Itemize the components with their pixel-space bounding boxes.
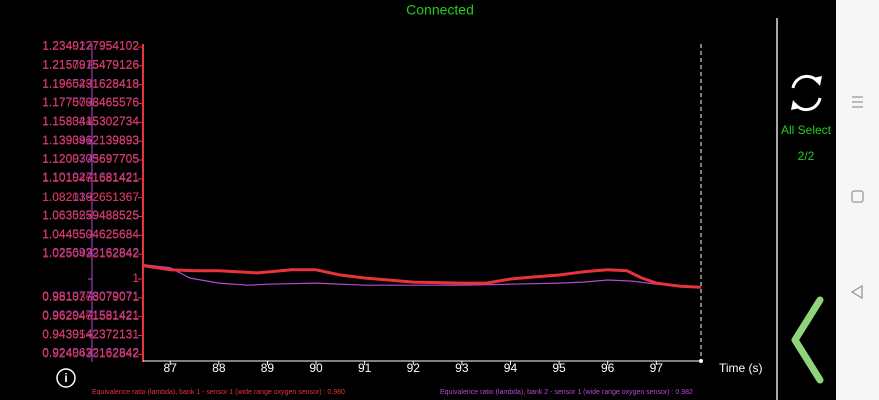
y2-tick-label: 0.9819778079071 (42, 289, 139, 303)
nav-home[interactable] (851, 190, 864, 203)
y2-tick-label: 1.1019271681421 (42, 170, 139, 184)
x-tick-label: 96 (601, 361, 615, 375)
y-tick-label: 1.1580345302734 (42, 115, 139, 129)
y2-tick-label: 1.0256932162842 (42, 246, 139, 260)
x-tick-label: 94 (504, 361, 518, 375)
y-tick-label: 1.1960451628418 (42, 77, 139, 91)
select-label[interactable]: All Select (781, 123, 832, 137)
y2-tick-label: 1.0821362651367 (42, 190, 139, 204)
y-tick-label: 1.1390412139893 (42, 133, 139, 147)
legend-entry: Equivalence ratio (lambda), bank 1 - sen… (92, 389, 345, 396)
select-count[interactable]: 2/2 (798, 149, 815, 163)
nav-bar (836, 0, 879, 400)
x-tick-label: 89 (261, 361, 275, 375)
y2-tick-label: 0.9629471581421 (42, 308, 139, 322)
series-line (142, 264, 702, 288)
y2-tick-label: 1.1583415302734 (42, 114, 139, 128)
y-tick-label: 1.1010461681421 (42, 171, 139, 185)
y-tick-label: 0.9430542372131 (42, 328, 139, 342)
y-tick-label: 0.9810363079071 (42, 290, 139, 304)
y-tick-label: 1.1770058465576 (42, 96, 139, 110)
y-tick-label: 1.0820102651367 (42, 190, 139, 204)
axis-end (699, 359, 703, 363)
x-tick-label: 87 (164, 361, 178, 375)
y-tick-label: 1.2150875479126 (42, 58, 139, 72)
y2-tick-label: 0.9439142372131 (42, 327, 139, 341)
y-tick-label: 1.0440504625684 (42, 228, 139, 242)
y2-tick-label: 1.1965231628418 (42, 76, 139, 90)
y2-tick-label: 1.1775708465576 (42, 95, 139, 109)
legend-entry: Equivalence ratio (lambda), bank 2 - sen… (440, 389, 693, 396)
y2-tick-label: 1 (132, 271, 139, 285)
y2-tick-label: 1.0445504625684 (42, 227, 139, 241)
refresh-button[interactable] (791, 74, 822, 112)
y-tick-label: 0.9620461581421 (42, 309, 139, 323)
y2-tick-label: 1.2349127954102 (42, 38, 139, 52)
x-axis-label: Time (s) (719, 361, 763, 375)
y-tick-label: 1 (132, 271, 139, 285)
y-tick-label: 1.0630559488525 (42, 209, 139, 223)
nav-menu[interactable] (852, 96, 863, 108)
y2-tick-label: 1.1209305697705 (42, 151, 139, 165)
connection-status: Connected (406, 2, 474, 18)
x-tick-label: 92 (407, 361, 421, 375)
y2-tick-label: 0.9249632162842 (42, 346, 139, 360)
refresh-arrow (791, 100, 800, 110)
x-tick-label: 97 (650, 361, 664, 375)
info-button[interactable] (56, 368, 76, 388)
info-icon: i (64, 371, 67, 385)
y2-tick-label: 1.1393962139893 (42, 133, 139, 147)
y-tick-label: 1.1200773697705 (42, 152, 139, 166)
x-tick-label: 88 (212, 361, 226, 375)
y-tick-label: 0.9240423162842 (42, 346, 139, 360)
nav-back[interactable] (850, 284, 863, 300)
y2-tick-label: 1.0635259488525 (42, 208, 139, 222)
y-tick-label: 1.2340277954102 (42, 39, 139, 53)
back-chevron[interactable] (791, 296, 824, 384)
series-line (142, 264, 702, 289)
y-tick-label: 1.0250423162842 (42, 246, 139, 260)
x-tick-label: 93 (455, 361, 469, 375)
x-tick-label: 91 (358, 361, 372, 375)
refresh-arrow (813, 76, 822, 86)
x-tick-label: 90 (309, 361, 323, 375)
y2-tick-label: 1.2157915479126 (42, 57, 139, 71)
x-tick-label: 95 (552, 361, 566, 375)
